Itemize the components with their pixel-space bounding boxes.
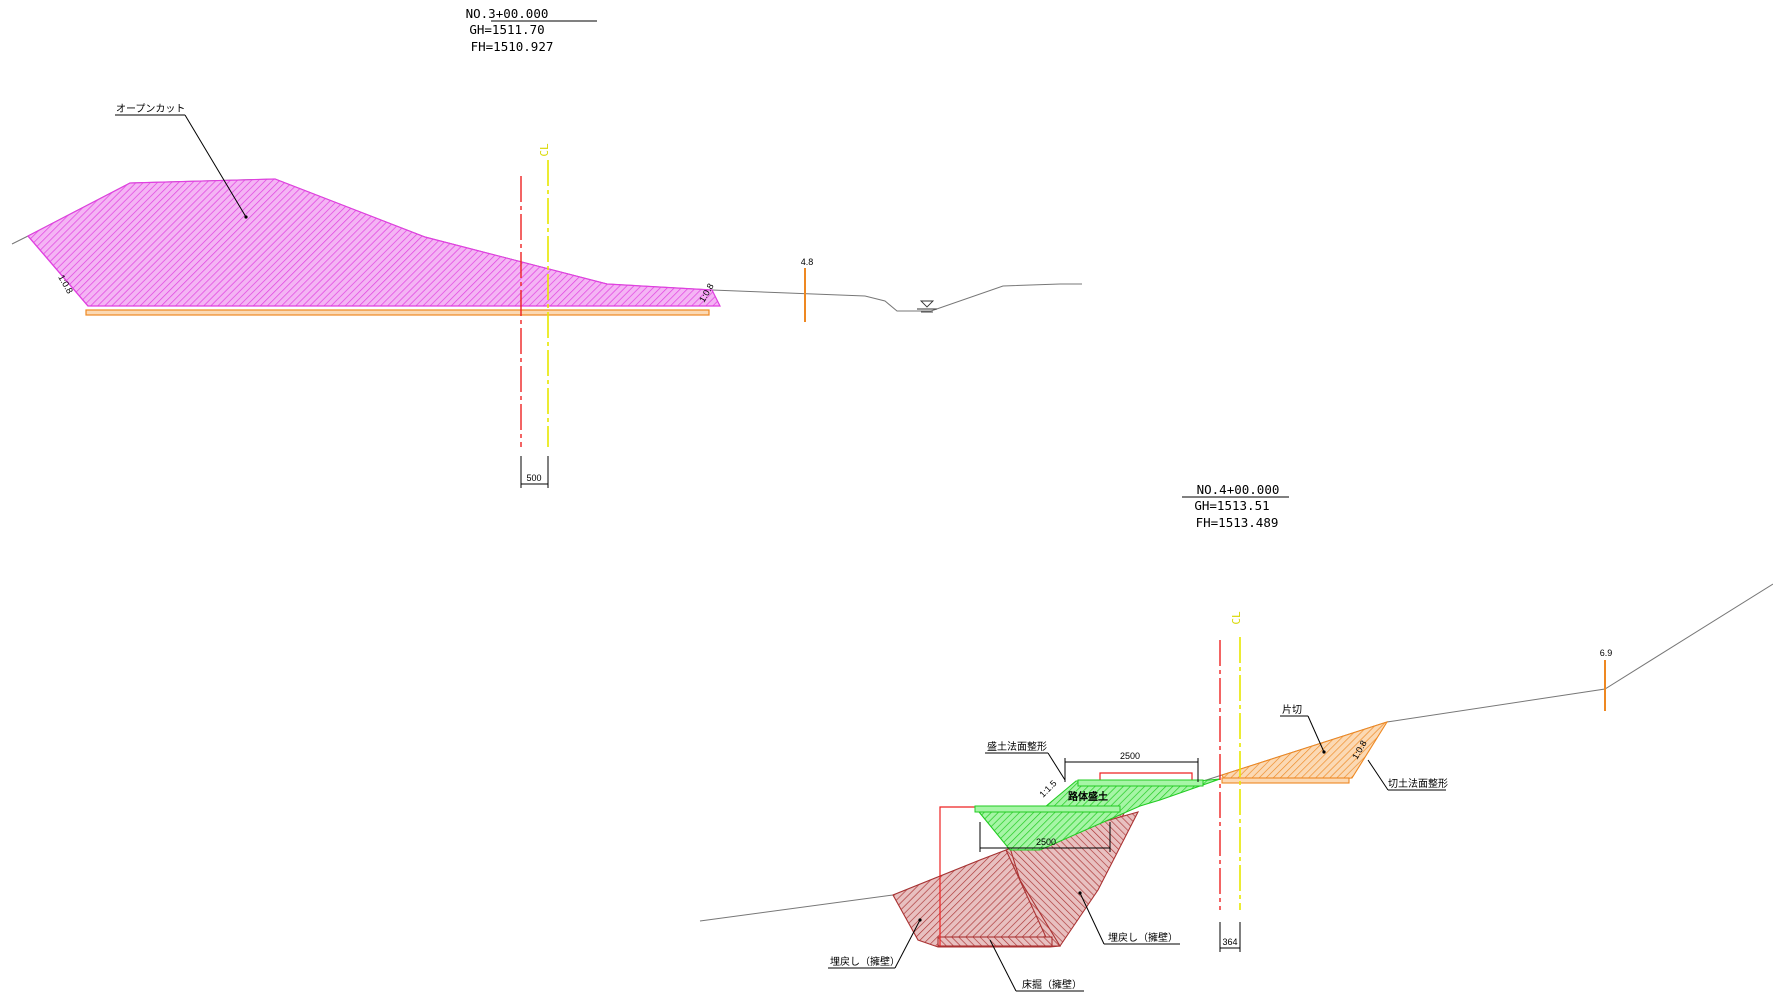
- section-4-title-block: NO.4+00.000 GH=1513.51 FH=1513.489: [1182, 482, 1289, 530]
- section-4-cl-mark: CL: [1230, 611, 1243, 625]
- section-4: NO.4+00.000 GH=1513.51 FH=1513.489 CL: [699, 482, 1773, 992]
- section-4-ground-line: [699, 583, 1773, 922]
- section-4-label-cut-face: 切土法面整形: [1388, 777, 1448, 790]
- section-4-gh: GH=1513.51: [1194, 498, 1269, 513]
- section-3-fh: FH=1510.927: [471, 39, 554, 54]
- section-3-pavement-strip: [85, 309, 710, 316]
- section-4-dimension-top: 2500: [1064, 751, 1199, 782]
- section-3-open-cut-area: [27, 178, 721, 307]
- section-3-offset-value: 500: [526, 473, 541, 483]
- section-4-pavement-strip: [1221, 777, 1350, 784]
- section-4-offset-value: 364: [1222, 937, 1237, 947]
- section-4-label-backfill-left: 埋戻し（擁壁）: [830, 955, 900, 968]
- section-4-cut-face-leader: 切土法面整形: [1367, 759, 1448, 791]
- section-4-marker-value: 6.9: [1600, 648, 1613, 658]
- section-4-label-bed-excavation: 床掘（擁壁）: [1022, 978, 1082, 991]
- section-4-bed-excavation: [937, 936, 1053, 947]
- section-4-dimension-mid: 2500: [979, 822, 1111, 852]
- section-4-dim-top-value: 2500: [1120, 751, 1140, 761]
- section-4-offset-dimension: 364: [1219, 922, 1241, 952]
- section-4-label-backfill-right: 埋戻し（擁壁）: [1108, 931, 1178, 944]
- section-4-slope-fill: 1:1.5: [1037, 778, 1058, 799]
- section-4-fh: FH=1513.489: [1196, 515, 1279, 530]
- section-4-dim-mid-value: 2500: [1036, 837, 1056, 847]
- section-4-backfill-right-leader: 埋戻し（擁壁）: [1078, 891, 1180, 945]
- water-level-icon: [917, 300, 937, 313]
- section-4-fill-face-leader: 盛土法面整形: [985, 740, 1066, 781]
- section-4-fill-top-layer: [1077, 779, 1204, 787]
- section-4-label-fill-face: 盛土法面整形: [987, 740, 1047, 753]
- section-4-label-side-cut: 片切: [1282, 703, 1302, 716]
- section-3-marker-value: 4.8: [801, 257, 814, 267]
- section-4-label-body-fill: 路体盛土: [1068, 790, 1108, 803]
- section-4-bed-excavation-leader: 床掘（擁壁）: [989, 939, 1084, 992]
- section-3-open-cut-leader: オープンカット: [115, 103, 248, 219]
- section-3-title-block: NO.3+00.000 GH=1511.70 FH=1510.927: [466, 6, 597, 54]
- section-3-offset-dimension: 500: [520, 456, 549, 488]
- section-3-cl-mark: CL: [538, 143, 551, 157]
- section-4-body-fill-area: [973, 778, 1221, 851]
- section-4-station: NO.4+00.000: [1197, 482, 1280, 497]
- section-4-side-cut-leader: 片切: [1280, 703, 1326, 754]
- section-3-station: NO.3+00.000: [466, 6, 549, 21]
- section-3-label-open-cut: オープンカット: [116, 103, 185, 115]
- section-3: NO.3+00.000 GH=1511.70 FH=1510.927 1:0.8…: [11, 6, 1082, 488]
- section-4-backfill-left-leader: 埋戻し（擁壁）: [828, 918, 922, 969]
- section-3-gh: GH=1511.70: [469, 22, 544, 37]
- section-4-fill-mid-layer: [974, 805, 1121, 813]
- section-4-retaining-wall-outline: [939, 806, 975, 946]
